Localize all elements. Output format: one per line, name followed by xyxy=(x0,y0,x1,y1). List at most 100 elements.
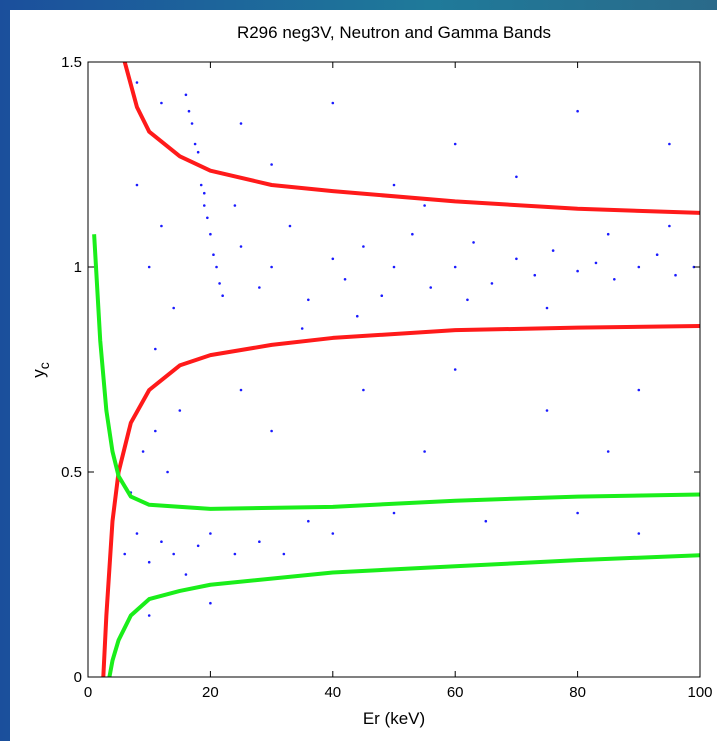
scatter-point xyxy=(307,298,310,302)
plot-area xyxy=(92,61,701,678)
scatter-point xyxy=(466,298,469,302)
scatter-point xyxy=(239,245,243,248)
scatter-point xyxy=(184,93,188,97)
scatter-point xyxy=(178,409,182,412)
scatter-point xyxy=(135,532,139,535)
scatter-point xyxy=(411,232,414,236)
scatter-point xyxy=(392,183,396,187)
scatter-point xyxy=(233,552,237,556)
scatter-point xyxy=(160,101,163,105)
band-curve xyxy=(92,234,701,511)
scatter-point xyxy=(218,282,221,285)
x-tick-label: 20 xyxy=(202,684,219,701)
y-tick-label: 0 xyxy=(74,669,82,686)
y-tick-label: 1 xyxy=(74,259,82,276)
x-tick-label: 60 xyxy=(447,684,464,701)
scatter-point xyxy=(123,552,127,556)
scatter-point xyxy=(515,257,518,261)
band-curve xyxy=(101,324,701,678)
scatter-point xyxy=(135,81,139,84)
scatter-point xyxy=(288,224,292,228)
scatter-point xyxy=(196,544,200,548)
scatter-point xyxy=(206,216,209,220)
scatter-point xyxy=(331,257,335,261)
scatter-point xyxy=(202,191,206,195)
scatter-point xyxy=(331,532,335,535)
scatter-point xyxy=(239,122,243,125)
scatter-point xyxy=(484,519,488,523)
scatter-point xyxy=(613,278,616,281)
scatter-point xyxy=(258,540,261,543)
scatter-point xyxy=(154,347,157,351)
y-axis-label-group: yc xyxy=(29,362,52,378)
scatter-point xyxy=(355,314,359,318)
scatter-point xyxy=(668,142,671,146)
scatter-point xyxy=(209,601,212,605)
scatter-point xyxy=(147,614,151,617)
scatter-point xyxy=(551,249,555,252)
scatter-point xyxy=(166,470,169,474)
x-tick-label: 0 xyxy=(84,684,92,701)
band-curve xyxy=(107,553,701,678)
scatter-point xyxy=(655,253,659,256)
scatter-point xyxy=(533,273,537,277)
scatter-point xyxy=(637,388,641,392)
scatter-point xyxy=(300,327,304,330)
scatter-point xyxy=(160,224,163,228)
scatter-point xyxy=(282,552,286,556)
scatter-point xyxy=(331,101,335,105)
scatter-point xyxy=(453,142,457,146)
scatter-point xyxy=(343,278,347,281)
scatter-point xyxy=(202,204,206,207)
scatter-point xyxy=(545,409,549,412)
x-tick-label: 40 xyxy=(324,684,341,701)
scatter-point xyxy=(576,511,579,515)
scatter-point xyxy=(674,273,677,277)
scatter-point xyxy=(594,261,598,265)
scatter-point xyxy=(692,265,696,269)
scatter-point xyxy=(576,109,579,113)
scatter-point xyxy=(423,204,426,207)
scatter-point xyxy=(392,265,396,269)
scatter-point xyxy=(184,573,188,576)
scatter-point xyxy=(576,269,579,273)
chart-title: R296 neg3V, Neutron and Gamma Bands xyxy=(237,23,551,42)
scatter-point xyxy=(221,294,224,298)
scatter-point xyxy=(160,540,163,543)
scatter-point xyxy=(209,232,212,236)
scatter-point xyxy=(362,388,365,392)
scatter-point xyxy=(515,175,518,179)
y-label-sub: c xyxy=(36,362,52,369)
scatter-point xyxy=(606,450,610,453)
y-tick-label: 0.5 xyxy=(61,464,82,481)
scatter-point xyxy=(147,265,151,269)
scatter-point xyxy=(453,368,457,371)
scatter-point xyxy=(380,294,384,298)
scatter-point xyxy=(141,450,145,453)
scatter-point xyxy=(270,163,273,166)
scatter-point xyxy=(270,265,273,269)
scatter-point xyxy=(172,306,175,310)
scatter-point xyxy=(172,552,175,556)
y-label-main: y xyxy=(29,369,48,378)
scatter-point xyxy=(212,253,215,256)
y-axis-label: yc xyxy=(29,362,52,378)
scatter-point xyxy=(270,429,273,433)
scatter-point xyxy=(233,204,237,207)
scatter-point xyxy=(362,245,365,248)
scatter-point xyxy=(193,142,197,146)
scatter-point xyxy=(196,150,200,154)
scatter-point xyxy=(239,388,243,392)
scatter-point xyxy=(606,232,610,236)
x-tick-label: 100 xyxy=(687,684,712,701)
scatter-point xyxy=(423,450,426,453)
scatter-point xyxy=(490,282,494,285)
scatter-point xyxy=(637,265,641,269)
scatter-point xyxy=(187,109,191,113)
x-axis-label: Er (keV) xyxy=(363,709,425,728)
scatter-point xyxy=(307,519,310,523)
scatter-point xyxy=(472,241,475,244)
scatter-point xyxy=(453,265,457,269)
